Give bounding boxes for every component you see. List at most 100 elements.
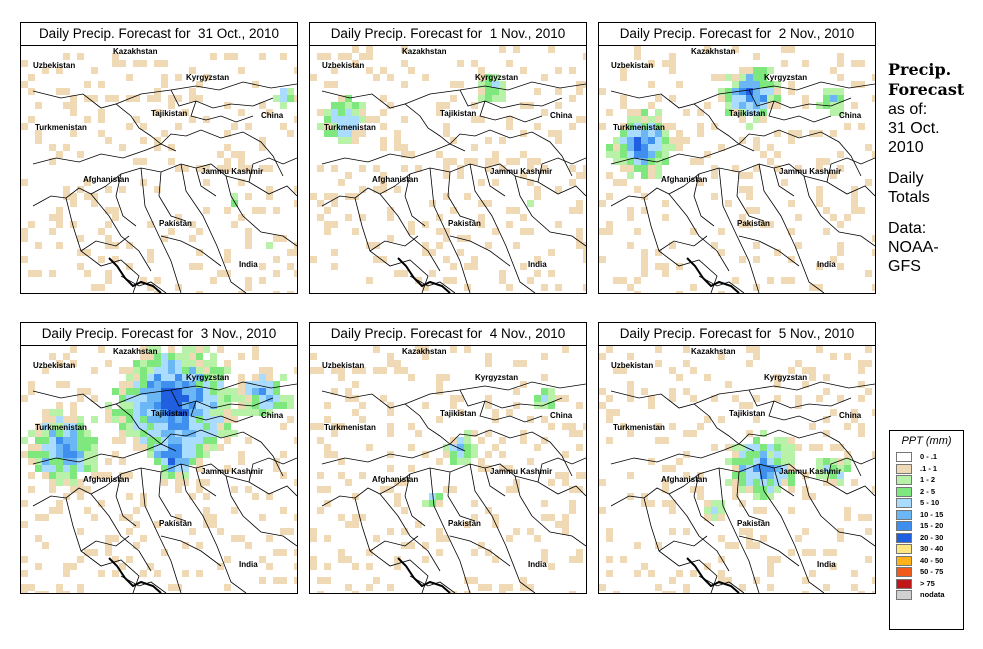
precip-cell [28,74,35,81]
precip-cell [548,479,555,486]
precip-cell [464,451,471,458]
precip-cell [49,437,56,444]
precip-cell [147,284,154,291]
precip-cell [387,214,394,221]
precip-cell [175,472,182,479]
border-line [773,167,795,197]
precip-cell [634,570,641,577]
precip-cell [189,444,196,451]
precip-cell [259,409,266,416]
precip-cell [112,416,119,423]
precip-cell [21,179,28,186]
legend-swatch [896,521,912,531]
precip-cell [245,486,252,493]
precip-cell [154,416,161,423]
border-line [230,495,297,547]
caption-asof: as of: [888,101,928,118]
precip-cell [583,172,586,179]
precip-cell [310,423,317,430]
precip-cell [576,430,583,437]
precip-cell [196,451,203,458]
precip-cell [781,46,788,53]
map-label-jammu-kashmir: Jammu Kashmir [779,167,841,176]
precip-cell [168,444,175,451]
precip-cell [77,556,84,563]
precip-cell [697,179,704,186]
precip-cell [506,535,513,542]
precip-cell [70,221,77,228]
precip-cell [739,109,746,116]
border-line [225,475,297,497]
precip-cell [324,444,331,451]
precip-cell [210,409,217,416]
precip-cell [641,109,648,116]
precip-cell [331,109,338,116]
precip-cell [338,556,345,563]
border-line [115,381,297,405]
precip-cell [767,465,774,472]
precip-cell [485,165,492,172]
precip-cell [830,67,837,74]
border-line [459,389,563,409]
precip-cell [42,514,49,521]
precip-cell [317,165,324,172]
precip-cell [154,521,161,528]
precip-cell [119,423,126,430]
precip-cell [576,172,583,179]
precip-cell [534,186,541,193]
precip-cell [527,165,534,172]
precip-cell [245,123,252,130]
precip-cell [175,388,182,395]
precip-cell [506,207,513,214]
precip-cell [217,563,224,570]
precip-cell [42,416,49,423]
precip-cell [436,381,443,388]
border-line [718,167,760,293]
precip-cell [599,584,606,591]
precip-cell [84,249,91,256]
precip-cell [126,402,133,409]
precip-cell [555,130,562,137]
precip-cell [872,591,875,593]
precip-cell [119,60,126,67]
precip-cell [450,458,457,465]
map-label-china: China [550,411,573,420]
precip-cell [767,277,774,284]
precip-cell [415,346,422,353]
precip-cell [781,458,788,465]
precip-cell [294,549,297,556]
precip-cell [387,584,394,591]
precip-cell [394,144,401,151]
precip-cell [147,388,154,395]
precip-cell [774,465,781,472]
precip-cell [266,193,273,200]
precip-cell [338,472,345,479]
precip-cell [168,374,175,381]
precip-cell [380,172,387,179]
precip-cell [105,221,112,228]
precip-cell [583,116,586,123]
map-label-kazakhstan: Kazakhstan [691,347,736,356]
precip-cell [154,402,161,409]
precip-cell [457,249,464,256]
precip-cell [802,95,809,102]
border-line [180,163,247,293]
precip-cell [746,542,753,549]
precip-cell [753,137,760,144]
precip-cell [77,451,84,458]
precip-cell [485,430,492,437]
border-line [158,171,187,222]
precip-cell [478,81,485,88]
precip-cell [280,95,287,102]
precip-cell [620,74,627,81]
precip-cell [669,95,676,102]
precip-cell [28,116,35,123]
legend-item: 1 - 2 [890,474,963,486]
precip-cell [63,451,70,458]
caption-data-line1: Data: [888,220,927,237]
border-line [693,381,875,405]
caption-totals-line1: Daily [888,170,924,187]
precip-cell [753,81,760,88]
precip-cell [865,346,872,353]
precip-cell [238,535,245,542]
